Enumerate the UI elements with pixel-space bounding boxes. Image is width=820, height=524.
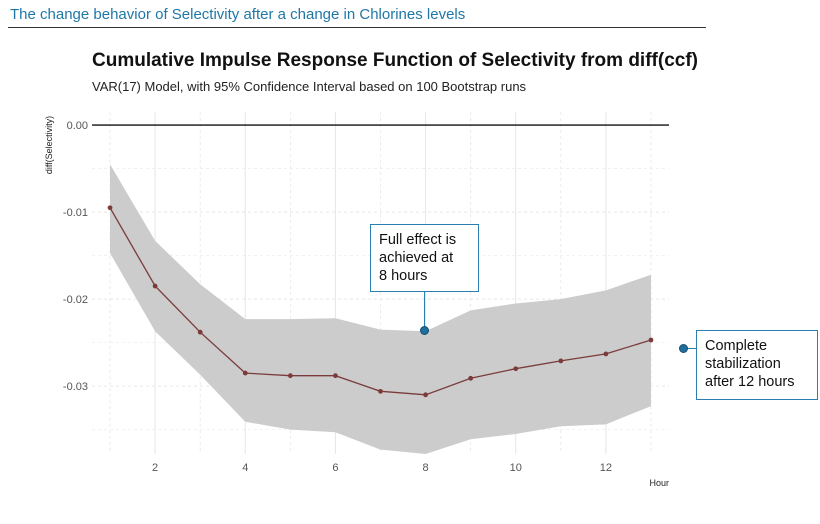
x-tick-label: 12 — [600, 462, 612, 474]
annotation-line: achieved at — [379, 250, 454, 266]
confidence-band — [110, 164, 651, 454]
chart-title: Cumulative Impulse Response Function of … — [92, 50, 698, 71]
annotation-connector-12h — [684, 348, 697, 349]
data-point — [558, 358, 564, 364]
annotation-line: after 12 hours — [705, 374, 795, 390]
annotation-marker-8h — [420, 326, 429, 335]
x-tick-label: 6 — [332, 462, 338, 474]
data-point — [378, 388, 383, 394]
y-tick-label: -0.01 — [63, 207, 88, 219]
data-point — [197, 329, 203, 335]
chart-subtitle: VAR(17) Model, with 95% Confidence Inter… — [92, 79, 527, 94]
x-tick-label: 4 — [242, 462, 248, 474]
irf-points — [107, 205, 654, 398]
y-axis-label: diff(Selectivity) — [44, 116, 54, 174]
y-tick-label: 0.00 — [67, 120, 88, 132]
annotation-line: Complete — [705, 338, 768, 354]
x-axis-label: Hour — [649, 478, 669, 488]
y-tick-labels: 0.00 -0.01 -0.02 -0.03 — [63, 120, 88, 393]
y-tick-label: -0.02 — [63, 294, 88, 306]
x-tick-label: 10 — [510, 462, 522, 474]
annotation-line: 8 hours — [379, 268, 428, 284]
annotation-stabilization: Complete stabilization after 12 hours — [696, 330, 818, 400]
annotation-line: Full effect is — [379, 232, 457, 248]
annotation-full-effect: Full effect is achieved at 8 hours — [370, 224, 479, 292]
data-point — [648, 337, 654, 343]
data-point — [333, 373, 338, 379]
y-tick-label: -0.03 — [63, 381, 88, 393]
data-point — [152, 283, 158, 289]
slide-title: The change behavior of Selectivity after… — [10, 6, 466, 23]
data-point — [107, 205, 113, 211]
title-divider — [8, 27, 706, 28]
data-point — [423, 392, 428, 398]
data-point — [468, 375, 474, 381]
data-point — [242, 370, 248, 376]
x-tick-label: 2 — [152, 462, 158, 474]
data-point — [287, 373, 293, 379]
x-tick-labels: 2 4 6 8 10 12 — [152, 462, 612, 474]
data-point — [603, 351, 609, 357]
annotation-marker-12h — [679, 344, 688, 353]
x-tick-label: 8 — [423, 462, 429, 474]
data-point — [513, 366, 519, 372]
annotation-line: stabilization — [705, 356, 781, 372]
annotation-connector-8h — [424, 292, 425, 330]
